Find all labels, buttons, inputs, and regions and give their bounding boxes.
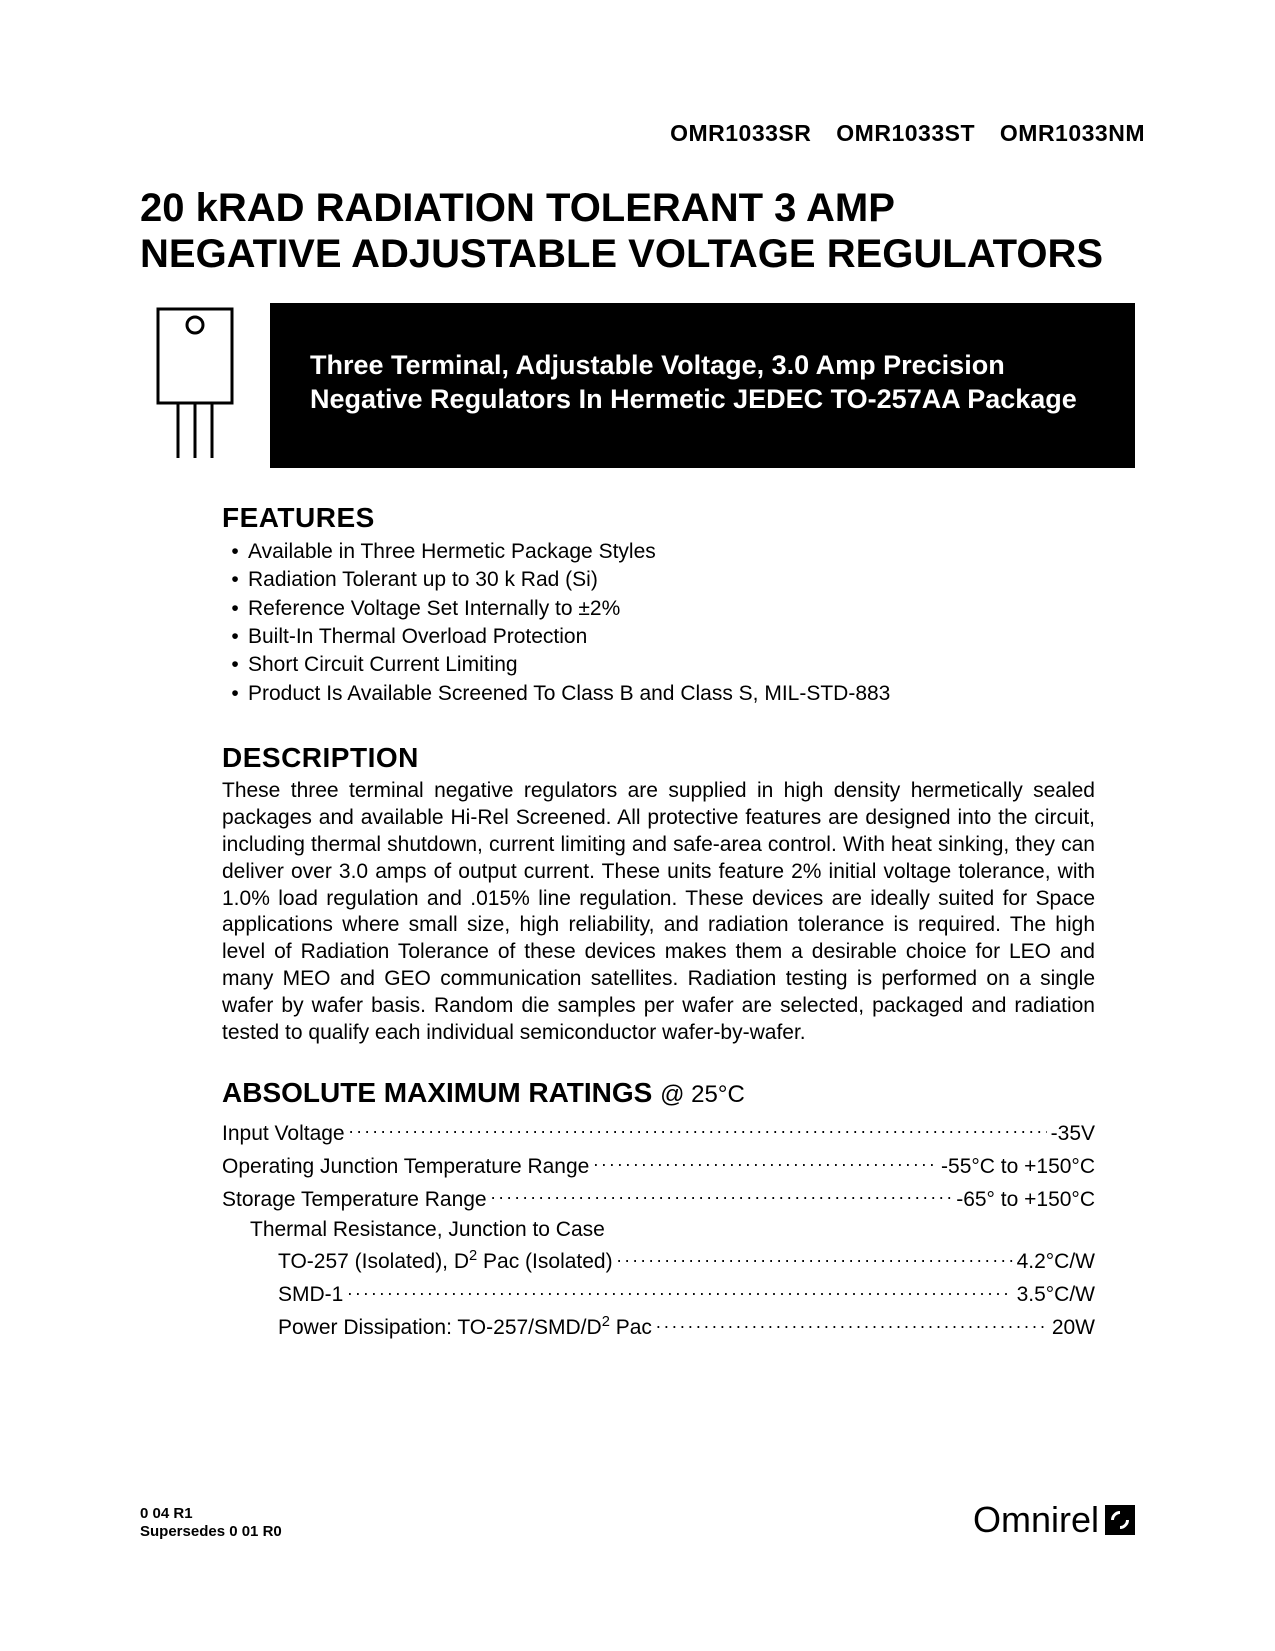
rating-label: TO-257 (Isolated), D2 Pac (Isolated) (278, 1247, 613, 1276)
feature-item: Short Circuit Current Limiting (222, 651, 1095, 679)
features-heading: FEATURES (222, 502, 1095, 534)
feature-item: Reference Voltage Set Internally to ±2% (222, 595, 1095, 623)
ratings-heading: ABSOLUTE MAXIMUM RATINGS @ 25°C (222, 1077, 1095, 1109)
content-column: FEATURES Available in Three Hermetic Pac… (222, 502, 1095, 1342)
rating-value: 3.5°C/W (1017, 1281, 1095, 1309)
description-body: These three terminal negative regulators… (222, 778, 1095, 1047)
rating-row: Operating Junction Temperature Range -55… (222, 1148, 1095, 1181)
feature-item: Product Is Available Screened To Class B… (222, 680, 1095, 708)
rating-row: Storage Temperature Range -65° to +150°C (222, 1181, 1095, 1214)
to257-package-icon (140, 303, 250, 463)
logo-mark-icon (1105, 1505, 1135, 1535)
revision-block: 0 04 R1 Supersedes 0 01 R0 (140, 1505, 282, 1541)
revision-line: Supersedes 0 01 R0 (140, 1523, 282, 1541)
hero-banner: Three Terminal, Adjustable Voltage, 3.0 … (140, 303, 1135, 468)
leader-dots (656, 1309, 1048, 1334)
rating-row: Power Dissipation: TO-257/SMD/D2 Pac 20W (222, 1309, 1095, 1342)
rating-value: -65° to +150°C (956, 1186, 1095, 1214)
ratings-heading-condition: @ 25°C (660, 1081, 745, 1108)
rating-value: -55°C to +150°C (941, 1153, 1095, 1181)
omnirel-logo: Omnirel (973, 1499, 1135, 1541)
part-numbers-row: OMR1033SR OMR1033ST OMR1033NM (140, 120, 1145, 147)
feature-item: Available in Three Hermetic Package Styl… (222, 538, 1095, 566)
rating-row: TO-257 (Isolated), D2 Pac (Isolated) 4.2… (222, 1243, 1095, 1276)
description-heading: DESCRIPTION (222, 742, 1095, 774)
ratings-subheading: Thermal Resistance, Junction to Case (222, 1216, 1095, 1244)
ratings-heading-text: ABSOLUTE MAXIMUM RATINGS (222, 1077, 652, 1108)
part-number: OMR1033NM (1000, 120, 1145, 146)
page-footer: 0 04 R1 Supersedes 0 01 R0 Omnirel (140, 1499, 1135, 1541)
title-line: 20 kRAD RADIATION TOLERANT 3 AMP (140, 185, 1135, 231)
leader-dots (491, 1181, 953, 1206)
title-line: NEGATIVE ADJUSTABLE VOLTAGE REGULATORS (140, 231, 1135, 277)
leader-dots (349, 1115, 1047, 1140)
rating-row: SMD-1 3.5°C/W (222, 1276, 1095, 1309)
leader-dots (617, 1243, 1013, 1268)
feature-item: Radiation Tolerant up to 30 k Rad (Si) (222, 566, 1095, 594)
revision-line: 0 04 R1 (140, 1505, 282, 1523)
rating-value: 4.2°C/W (1017, 1248, 1095, 1276)
package-icon-wrap (140, 303, 270, 468)
hero-black-box: Three Terminal, Adjustable Voltage, 3.0 … (270, 303, 1135, 468)
features-list: Available in Three Hermetic Package Styl… (222, 538, 1095, 708)
rating-label: Power Dissipation: TO-257/SMD/D2 Pac (278, 1313, 652, 1342)
logo-text: Omnirel (973, 1499, 1099, 1541)
rating-label: Input Voltage (222, 1120, 345, 1148)
rating-label: SMD-1 (278, 1281, 343, 1309)
leader-dots (347, 1276, 1012, 1301)
page-title: 20 kRAD RADIATION TOLERANT 3 AMP NEGATIV… (140, 185, 1135, 277)
hero-subtitle: Three Terminal, Adjustable Voltage, 3.0 … (310, 349, 1095, 417)
rating-value: -35V (1051, 1120, 1095, 1148)
leader-dots (593, 1148, 937, 1173)
part-number: OMR1033ST (836, 120, 975, 146)
datasheet-page: OMR1033SR OMR1033ST OMR1033NM 20 kRAD RA… (0, 0, 1275, 1651)
rating-label: Operating Junction Temperature Range (222, 1153, 589, 1181)
part-number: OMR1033SR (670, 120, 811, 146)
ratings-list: Input Voltage -35V Operating Junction Te… (222, 1115, 1095, 1342)
rating-label: Storage Temperature Range (222, 1186, 487, 1214)
rating-value: 20W (1052, 1314, 1095, 1342)
feature-item: Built-In Thermal Overload Protection (222, 623, 1095, 651)
rating-row: Input Voltage -35V (222, 1115, 1095, 1148)
